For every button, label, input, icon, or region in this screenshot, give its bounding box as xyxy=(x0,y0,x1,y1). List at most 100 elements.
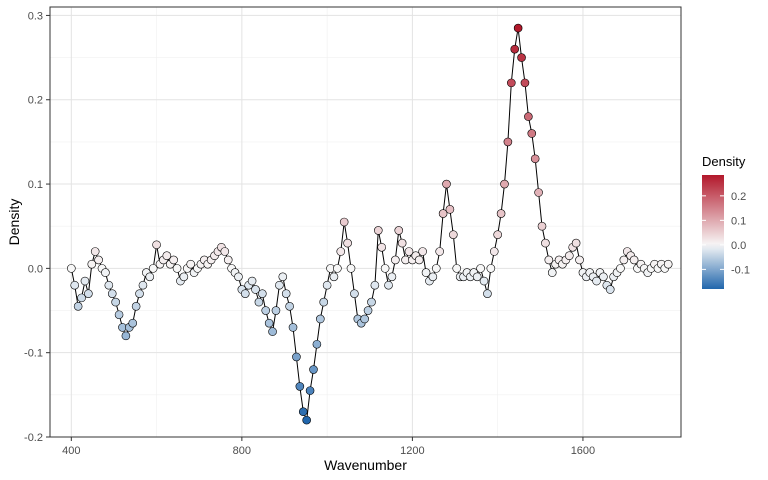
data-point xyxy=(339,217,349,227)
y-axis-title: Density xyxy=(6,199,22,246)
y-tick-label: 0.1 xyxy=(28,179,43,191)
data-point xyxy=(135,289,144,298)
data-point xyxy=(500,179,509,189)
data-point xyxy=(527,129,537,138)
y-axis-ticks: -0.2 -0.1 0.0 0.1 0.2 0.3 xyxy=(24,10,50,444)
legend-title: Density xyxy=(702,154,746,169)
data-point xyxy=(94,255,103,265)
data-point xyxy=(428,272,438,282)
y-tick-label: 0.0 xyxy=(28,263,43,275)
data-point xyxy=(288,323,298,332)
data-point xyxy=(510,44,520,54)
data-point xyxy=(80,276,90,286)
data-point xyxy=(493,230,502,239)
data-point xyxy=(138,280,148,290)
data-point xyxy=(476,264,485,273)
data-point xyxy=(421,268,431,277)
data-point xyxy=(442,179,451,189)
data-point xyxy=(305,386,315,395)
data-point xyxy=(152,240,161,250)
data-point xyxy=(517,53,526,62)
data-point xyxy=(70,280,80,290)
data-point xyxy=(391,255,400,265)
data-point xyxy=(449,230,458,239)
y-tick-label: 0.3 xyxy=(28,10,43,22)
colorbar-tick-label: 0.1 xyxy=(731,215,746,227)
data-point xyxy=(496,209,506,218)
data-point xyxy=(431,264,441,273)
y-tick-label: -0.2 xyxy=(24,432,43,444)
x-tick-label: 800 xyxy=(233,445,251,457)
data-point xyxy=(350,289,359,298)
colorbar xyxy=(702,175,724,289)
data-point xyxy=(275,280,284,290)
data-point xyxy=(148,264,158,273)
data-point xyxy=(162,251,172,261)
data-point xyxy=(629,255,639,265)
data-point xyxy=(295,382,305,391)
data-point xyxy=(121,331,131,341)
data-point xyxy=(575,255,584,265)
data-point xyxy=(404,247,414,256)
data-point xyxy=(414,255,424,265)
data-point xyxy=(394,226,404,235)
major-gridlines xyxy=(50,7,681,438)
data-point xyxy=(258,289,267,298)
data-point xyxy=(373,226,383,235)
data-point xyxy=(534,188,543,197)
data-point xyxy=(251,285,260,294)
data-point xyxy=(483,289,492,298)
data-point xyxy=(397,238,407,248)
data-point xyxy=(87,259,97,269)
data-point xyxy=(261,306,271,315)
data-point xyxy=(145,272,155,282)
data-point xyxy=(435,247,444,256)
data-point xyxy=(312,339,322,349)
data-point xyxy=(292,352,301,362)
data-point xyxy=(302,415,311,425)
data-point xyxy=(346,264,356,273)
data-point xyxy=(309,365,318,374)
colorbar-tick-label: -0.1 xyxy=(731,264,750,276)
data-point xyxy=(489,247,499,256)
x-tick-label: 1600 xyxy=(571,445,595,457)
data-point xyxy=(77,293,86,303)
data-point xyxy=(605,285,615,294)
colorbar-tick-label: 0.2 xyxy=(731,191,746,203)
data-point xyxy=(541,238,550,248)
data-point xyxy=(220,247,230,256)
data-point xyxy=(387,272,397,282)
data-point xyxy=(524,112,533,121)
data-point xyxy=(131,302,141,311)
data-point xyxy=(278,272,288,282)
data-point xyxy=(298,407,308,417)
data-point xyxy=(322,280,332,290)
data-point xyxy=(564,251,574,261)
data-point xyxy=(616,264,625,273)
density-points xyxy=(67,23,673,425)
data-point xyxy=(360,314,369,324)
data-point xyxy=(333,264,342,273)
data-point xyxy=(380,264,390,273)
data-point xyxy=(281,289,291,298)
data-point xyxy=(264,318,274,328)
data-point xyxy=(111,297,120,307)
y-tick-label: -0.1 xyxy=(24,348,43,360)
data-point xyxy=(452,264,462,273)
y-tick-label: 0.2 xyxy=(28,95,43,107)
data-point xyxy=(316,314,325,324)
data-point xyxy=(479,276,489,286)
data-point xyxy=(547,268,557,277)
data-point xyxy=(285,302,294,311)
data-point xyxy=(503,137,513,147)
data-point xyxy=(73,302,83,311)
data-point xyxy=(172,264,182,273)
data-point xyxy=(367,297,376,307)
data-point xyxy=(329,272,339,282)
density-series-line xyxy=(70,28,669,421)
data-point xyxy=(418,247,427,256)
data-point xyxy=(84,289,93,298)
data-point xyxy=(67,264,76,273)
data-point xyxy=(319,297,329,307)
